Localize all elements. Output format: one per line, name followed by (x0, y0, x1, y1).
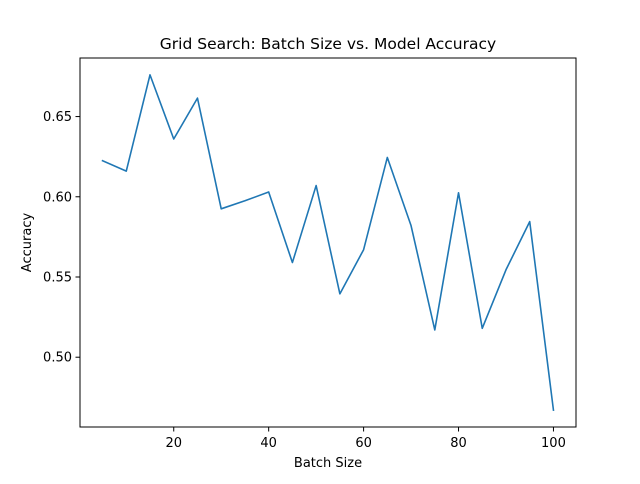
chart-title: Grid Search: Batch Size vs. Model Accura… (160, 35, 496, 53)
y-tick-label: 0.60 (43, 190, 72, 205)
y-axis: 0.50 0.55 0.60 0.65 (43, 110, 80, 366)
x-axis: 20 40 60 80 100 (165, 427, 566, 451)
x-axis-label: Batch Size (294, 456, 362, 471)
y-tick-label: 0.65 (43, 110, 72, 125)
x-tick-label: 100 (541, 436, 566, 451)
axes-frame (79, 57, 577, 428)
y-axis-label: Accuracy (20, 213, 35, 273)
x-tick-label: 60 (355, 436, 372, 451)
x-tick-label: 40 (260, 436, 277, 451)
x-tick-label: 80 (450, 436, 467, 451)
plot-area (101, 74, 555, 412)
x-tick-label: 20 (165, 436, 182, 451)
y-tick-label: 0.50 (43, 351, 72, 366)
series-line-0 (101, 74, 555, 412)
y-tick-label: 0.55 (43, 270, 72, 285)
